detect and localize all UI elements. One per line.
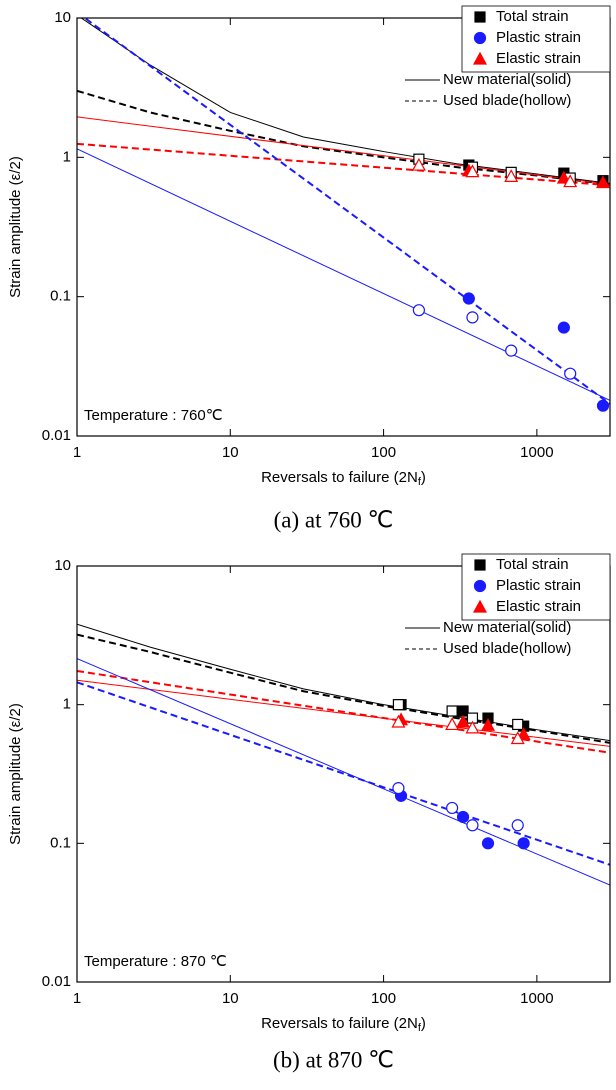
x-tick-label: 1 — [73, 444, 81, 461]
marker-square — [474, 11, 486, 23]
y-tick-label: 0.1 — [50, 834, 71, 851]
marker-circle — [557, 321, 570, 334]
marker-circle — [564, 367, 577, 380]
x-tick-label: 1000 — [520, 990, 553, 1007]
marker-circle — [456, 810, 470, 824]
marker-square — [446, 705, 458, 717]
legend-box — [461, 5, 611, 73]
fit-line — [77, 148, 610, 401]
x-axis-label-part: f — [418, 1022, 422, 1034]
y-tick-label: 0.01 — [42, 427, 71, 444]
marker-triangle — [465, 164, 480, 178]
x-axis-label-part: ) — [421, 469, 426, 486]
x-axis-label-part: f — [418, 476, 422, 488]
y-tick-label: 1 — [63, 148, 71, 165]
marker-square — [392, 699, 405, 711]
y-tick-label: 1 — [63, 696, 71, 713]
fit-line — [83, 18, 610, 405]
plot-area — [77, 18, 610, 412]
fit-line — [77, 658, 610, 886]
fit-line — [80, 18, 610, 184]
x-tick-label: 100 — [371, 990, 396, 1007]
legend-label: Total strain — [496, 556, 569, 573]
legend-label: Plastic strain — [496, 577, 581, 594]
marker-circle — [466, 819, 479, 832]
marker-triangle — [411, 157, 426, 171]
marker-square — [457, 705, 469, 717]
fit-line — [77, 681, 610, 866]
marker-circle — [596, 399, 610, 412]
marker-triangle — [456, 714, 471, 728]
caption: (b) at 870 ℃ — [273, 1047, 394, 1072]
plot-frame — [76, 17, 611, 437]
x-tick-label: 1 — [73, 990, 81, 1007]
marker-circle — [511, 819, 524, 832]
x-tick-label: 1000 — [520, 444, 553, 461]
y-axis-label: Strain amplitude (ε/2) — [7, 156, 24, 298]
y-tick-label: 10 — [54, 9, 71, 26]
legend-box — [461, 553, 611, 621]
plot-area — [77, 623, 610, 886]
plot-frame — [76, 565, 611, 983]
y-tick-label: 10 — [54, 557, 71, 574]
annotation: Temperature : 760℃ — [84, 407, 223, 424]
x-tick-label: 100 — [371, 444, 396, 461]
marker-circle — [517, 837, 530, 850]
legend-label: New material(solid) — [443, 71, 571, 88]
chart: 0.01 0.1 1 10 1 10 100 1000 Total strain Plastic … — [7, 5, 611, 532]
marker-circle — [473, 31, 487, 45]
legend-label: Elastic strain — [496, 598, 581, 615]
fit-line — [77, 669, 610, 754]
chart: 0.01 0.1 1 10 1 10 100 1000 Total strain Plastic … — [7, 553, 611, 1072]
marker-square — [512, 718, 524, 731]
legend-label: Elastic strain — [496, 50, 581, 67]
legend-label: New material(solid) — [443, 619, 571, 636]
x-tick-label: 10 — [222, 990, 239, 1007]
legend-label: Plastic strain — [496, 29, 581, 46]
fit-line — [77, 679, 610, 747]
y-tick-label: 0.01 — [42, 973, 71, 990]
x-tick-label: 10 — [222, 444, 239, 461]
marker-triangle — [472, 599, 488, 613]
marker-triangle — [563, 174, 578, 188]
marker-circle — [481, 837, 495, 850]
marker-circle — [392, 782, 405, 795]
x-axis-label: Reversals to failure (2Nf) — [261, 469, 426, 488]
marker-triangle — [465, 720, 480, 734]
annotation: Temperature : 870 ℃ — [84, 953, 227, 970]
x-axis-label: Reversals to failure (2Nf) — [261, 1015, 426, 1034]
y-axis-label: Strain amplitude (ε/2) — [7, 703, 24, 845]
marker-circle — [505, 344, 518, 357]
marker-triangle — [595, 175, 610, 189]
x-axis-label-part: Reversals to failure (2N — [261, 1015, 418, 1032]
x-axis-label-part: Reversals to failure (2N — [261, 469, 418, 486]
x-axis-label-part: ) — [421, 1015, 426, 1032]
marker-circle — [462, 292, 475, 305]
marker-square — [474, 559, 486, 571]
fit-line — [77, 116, 610, 185]
marker-triangle — [472, 51, 488, 65]
marker-circle — [446, 801, 459, 815]
marker-triangle — [391, 714, 406, 728]
legend-label: Total strain — [496, 8, 569, 25]
legend-label: Used blade(hollow) — [443, 92, 571, 109]
marker-triangle — [445, 717, 460, 731]
legend-label: Used blade(hollow) — [443, 640, 571, 657]
fit-line — [77, 89, 610, 186]
marker-triangle — [510, 731, 525, 745]
marker-triangle — [556, 170, 571, 184]
fit-line — [77, 142, 610, 187]
y-tick-label: 0.1 — [50, 288, 71, 305]
marker-triangle — [480, 718, 496, 731]
marker-triangle — [504, 169, 519, 182]
caption: (a) at 760 ℃ — [274, 507, 394, 532]
marker-circle — [466, 311, 479, 324]
marker-circle — [473, 579, 487, 593]
marker-circle — [412, 304, 426, 317]
